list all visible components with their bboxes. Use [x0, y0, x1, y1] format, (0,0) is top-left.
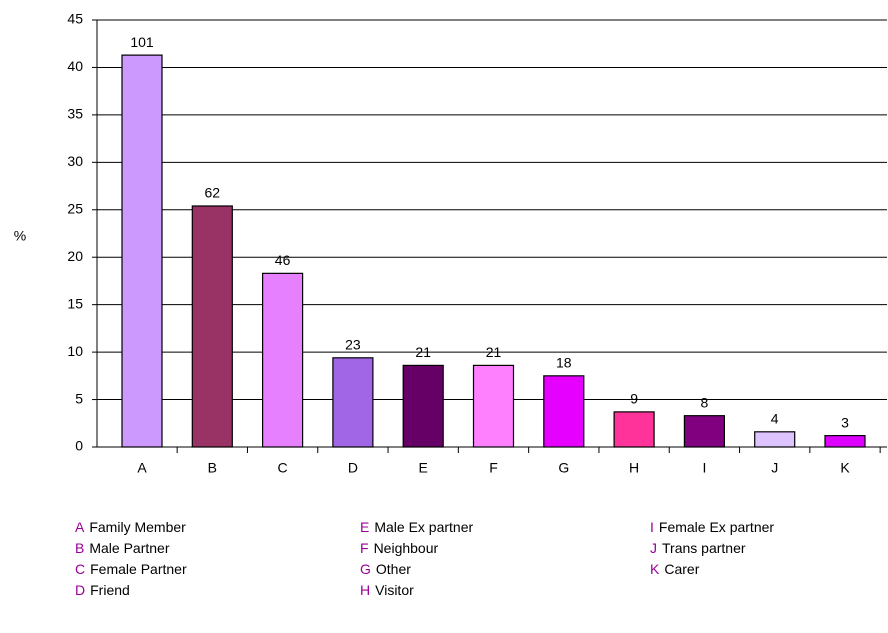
- x-tick-label: E: [419, 460, 428, 476]
- legend-key: G: [360, 561, 371, 577]
- count-label: 18: [556, 355, 572, 371]
- count-label: 3: [841, 414, 849, 430]
- y-tick-label: 0: [75, 438, 83, 454]
- legend-entry: A Family Member: [75, 519, 186, 535]
- x-tick-label: K: [840, 460, 850, 476]
- legend-label: Neighbour: [374, 540, 439, 556]
- bar: [262, 272, 304, 448]
- y-tick-label: 5: [75, 390, 83, 406]
- legend-label: Trans partner: [662, 540, 746, 556]
- count-label: 21: [486, 344, 502, 360]
- legend-entry: E Male Ex partner: [360, 519, 474, 535]
- legend-entry: I Female Ex partner: [650, 519, 774, 535]
- x-tick-label: H: [629, 460, 639, 476]
- x-tick-label: J: [771, 460, 778, 476]
- count-label: 9: [630, 391, 638, 407]
- legend-entry: B Male Partner: [75, 540, 170, 556]
- legend-key: B: [75, 540, 84, 556]
- x-tick-label: I: [702, 460, 706, 476]
- x-tick-label: F: [489, 460, 498, 476]
- bar: [683, 415, 726, 448]
- legend-key: C: [75, 561, 85, 577]
- legend-label: Male Ex partner: [374, 519, 473, 535]
- y-tick-label: 20: [67, 248, 83, 264]
- bar: [613, 411, 655, 448]
- legend-label: Female Ex partner: [659, 519, 774, 535]
- x-tick-label: B: [208, 460, 217, 476]
- y-tick-label: 30: [67, 153, 83, 169]
- y-tick-label: 40: [67, 58, 83, 74]
- legend-label: Family Member: [89, 519, 186, 535]
- legend-entry: H Visitor: [360, 582, 414, 598]
- legend-entry: K Carer: [650, 561, 700, 577]
- legend-entry: J Trans partner: [650, 540, 746, 556]
- count-label: 101: [130, 34, 154, 50]
- count-label: 46: [275, 252, 291, 268]
- legend-label: Friend: [90, 582, 130, 598]
- bar: [332, 357, 374, 448]
- x-tick-label: G: [558, 460, 569, 476]
- count-label: 21: [415, 344, 431, 360]
- x-tick-label: A: [137, 460, 147, 476]
- legend-entry: C Female Partner: [75, 561, 187, 577]
- bar: [754, 431, 796, 448]
- legend-label: Carer: [664, 561, 699, 577]
- bar: [472, 364, 515, 448]
- x-tick-label: D: [348, 460, 358, 476]
- count-label: 8: [701, 394, 709, 410]
- y-axis-label: %: [14, 228, 26, 244]
- legend-entry: G Other: [360, 561, 411, 577]
- count-label: 4: [771, 411, 779, 427]
- count-label: 23: [345, 337, 361, 353]
- legend-label: Other: [376, 561, 411, 577]
- legend-entry: F Neighbour: [360, 540, 439, 556]
- legend-key: D: [75, 582, 85, 598]
- legend-label: Male Partner: [89, 540, 169, 556]
- y-tick-label: 45: [67, 11, 83, 27]
- legend-entry: D Friend: [75, 582, 130, 598]
- legend-key: J: [650, 540, 657, 556]
- legend-label: Visitor: [375, 582, 414, 598]
- bar: [121, 54, 163, 448]
- legend-key: E: [360, 519, 369, 535]
- legend-key: K: [650, 561, 660, 577]
- bar: [191, 205, 233, 448]
- legend-key: A: [75, 519, 85, 535]
- y-tick-label: 25: [67, 200, 83, 216]
- bar: [543, 375, 585, 448]
- count-label: 62: [205, 185, 221, 201]
- legend-key: H: [360, 582, 370, 598]
- legend-key: F: [360, 540, 369, 556]
- bar: [824, 435, 866, 448]
- bar: [402, 364, 444, 448]
- x-tick-label: C: [278, 460, 288, 476]
- y-tick-label: 15: [67, 295, 83, 311]
- legend-key: I: [650, 519, 654, 535]
- y-tick-label: 35: [67, 106, 83, 122]
- y-tick-label: 10: [67, 343, 83, 359]
- legend-label: Female Partner: [90, 561, 187, 577]
